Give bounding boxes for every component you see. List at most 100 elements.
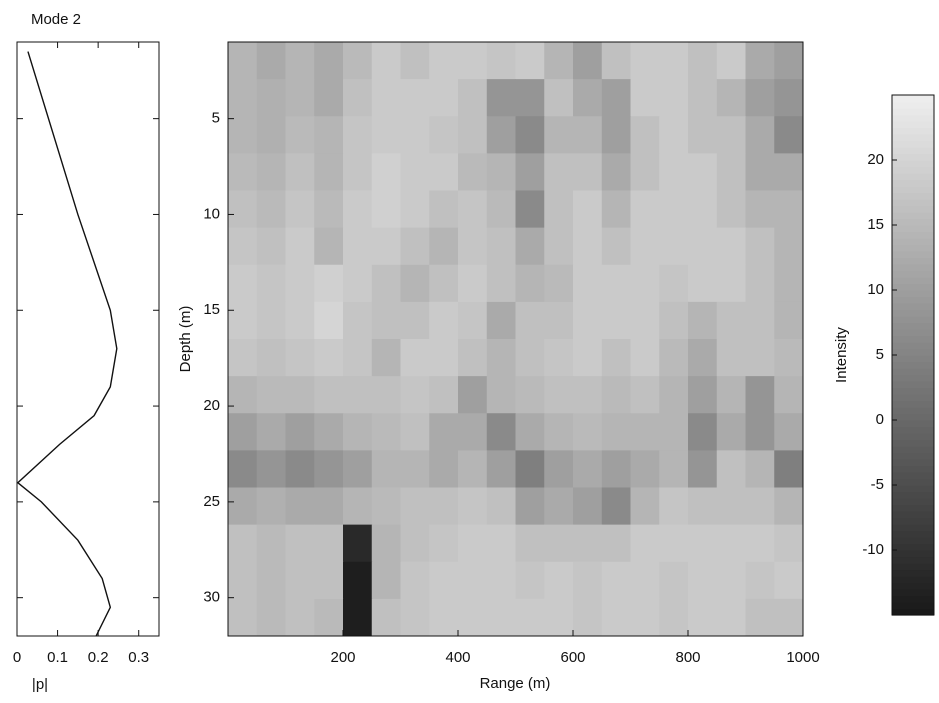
heatmap-cell bbox=[458, 487, 488, 526]
heatmap-cell bbox=[688, 264, 718, 303]
colorbar-band bbox=[892, 114, 934, 122]
heatmap-cell bbox=[659, 227, 689, 266]
colorbar-band bbox=[892, 231, 934, 239]
y-axis-label: Depth (m) bbox=[177, 306, 194, 373]
heatmap-cell bbox=[544, 487, 574, 526]
colorbar-band bbox=[892, 270, 934, 278]
heatmap-cell bbox=[400, 301, 430, 340]
heatmap-cell bbox=[285, 264, 315, 303]
heatmap-cell bbox=[228, 413, 258, 451]
colorbar-band bbox=[892, 192, 934, 200]
colorbar-band bbox=[892, 140, 934, 148]
mode-line bbox=[16, 51, 118, 637]
heatmap-cell bbox=[371, 227, 401, 266]
heatmap-cell bbox=[371, 339, 401, 377]
heatmap-cell bbox=[486, 450, 516, 488]
heatmap-cell bbox=[774, 598, 804, 637]
heatmap-cell bbox=[228, 376, 258, 414]
heatmap-cell bbox=[429, 376, 459, 414]
heatmap-cell bbox=[285, 598, 315, 637]
colorbar-band bbox=[892, 290, 934, 298]
heatmap-cell bbox=[601, 227, 631, 266]
colorbar-band bbox=[892, 511, 934, 519]
heatmap-cell bbox=[630, 264, 660, 303]
heatmap-cell bbox=[314, 450, 344, 488]
heatmap-cell bbox=[429, 116, 459, 154]
heatmap-cell bbox=[688, 487, 718, 526]
colorbar-band bbox=[892, 335, 934, 343]
colorbar-band bbox=[892, 452, 934, 460]
heatmap-cell bbox=[745, 524, 775, 563]
heatmap-cell bbox=[544, 116, 574, 154]
heatmap-cell bbox=[343, 301, 373, 340]
heatmap-cell bbox=[515, 413, 545, 451]
colorbar-band bbox=[892, 582, 934, 590]
heatmap-cell bbox=[486, 153, 516, 191]
x-tick-label: 1000 bbox=[786, 649, 819, 666]
colorbar-band bbox=[892, 244, 934, 252]
heatmap-cell bbox=[601, 561, 631, 600]
colorbar-band bbox=[892, 218, 934, 226]
heatmap-cell bbox=[256, 339, 286, 377]
heatmap-cell bbox=[458, 524, 488, 563]
heatmap-cell bbox=[343, 153, 373, 191]
heatmap-cell bbox=[630, 376, 660, 414]
colorbar-band bbox=[892, 257, 934, 265]
x-axis-label: |p| bbox=[32, 676, 48, 693]
heatmap-cell bbox=[774, 227, 804, 266]
heatmap-cell bbox=[573, 190, 603, 229]
heatmap-cell bbox=[486, 79, 516, 117]
heatmap-cell bbox=[314, 227, 344, 266]
heatmap-cell bbox=[256, 561, 286, 600]
heatmap-cell bbox=[774, 42, 804, 80]
heatmap-cell bbox=[544, 42, 574, 80]
heatmap-cell bbox=[429, 190, 459, 229]
colorbar-band bbox=[892, 608, 934, 616]
heatmap-cell bbox=[515, 227, 545, 266]
heatmap-cell bbox=[256, 264, 286, 303]
heatmap-cell bbox=[745, 339, 775, 377]
colorbar-band bbox=[892, 361, 934, 369]
heatmap-cell bbox=[314, 339, 344, 377]
heatmap-cell bbox=[458, 450, 488, 488]
colorbar-band bbox=[892, 374, 934, 382]
heatmap-cell bbox=[314, 116, 344, 154]
heatmap-cell bbox=[371, 376, 401, 414]
heatmap-cell bbox=[486, 42, 516, 80]
heatmap-cell bbox=[601, 487, 631, 526]
heatmap-cell bbox=[343, 227, 373, 266]
colorbar-band bbox=[892, 491, 934, 499]
heatmap-cell bbox=[745, 598, 775, 637]
heatmap-cell bbox=[544, 413, 574, 451]
heatmap-cell bbox=[716, 79, 746, 117]
heatmap-cell bbox=[256, 524, 286, 563]
x-axis-label: Range (m) bbox=[480, 675, 551, 692]
x-tick-label: 600 bbox=[560, 649, 585, 666]
colorbar-band bbox=[892, 556, 934, 564]
heatmap-cell bbox=[544, 153, 574, 191]
colorbar-band bbox=[892, 264, 934, 272]
colorbar-band bbox=[892, 524, 934, 532]
colorbar-band bbox=[892, 595, 934, 603]
heatmap-cell bbox=[400, 598, 430, 637]
colorbar-label: Intensity bbox=[833, 327, 850, 383]
heatmap-cell bbox=[256, 227, 286, 266]
heatmap-cell bbox=[486, 116, 516, 154]
heatmap-cell bbox=[228, 561, 258, 600]
heatmap-cell bbox=[285, 227, 315, 266]
colorbar-band bbox=[892, 439, 934, 447]
heatmap-cell bbox=[458, 153, 488, 191]
heatmap-cell bbox=[343, 561, 373, 600]
heatmap-cell bbox=[688, 116, 718, 154]
colorbar-band bbox=[892, 309, 934, 317]
heatmap-cell bbox=[630, 190, 660, 229]
heatmap-cell bbox=[486, 413, 516, 451]
colorbar-band bbox=[892, 472, 934, 480]
colorbar-tick-label: 10 bbox=[867, 281, 884, 298]
heatmap-cell bbox=[371, 450, 401, 488]
heatmap-cell bbox=[515, 598, 545, 637]
heatmap-cell bbox=[285, 487, 315, 526]
heatmap-cell bbox=[745, 264, 775, 303]
heatmap-cell bbox=[228, 190, 258, 229]
heatmap-cell bbox=[745, 301, 775, 340]
